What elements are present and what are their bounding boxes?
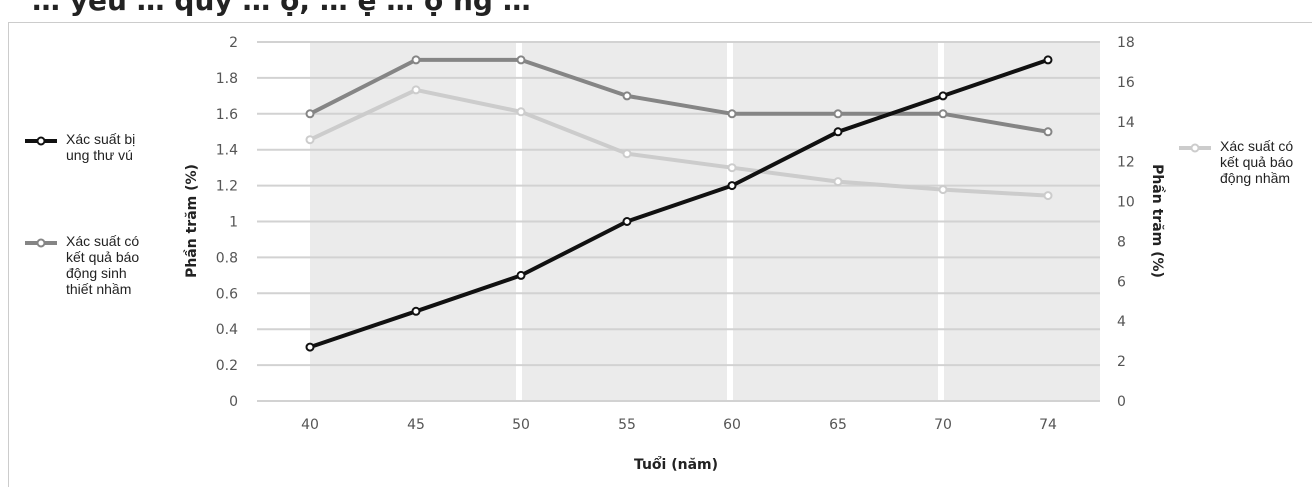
data-point-cancer — [622, 217, 632, 226]
legend-item-biopsy: Xác suất có kết quả báo động sinh thiết … — [24, 233, 146, 297]
y-left-tick-label: 1.8 — [216, 71, 238, 87]
data-point-cancer — [305, 342, 315, 352]
data-point-biopsy — [622, 91, 632, 101]
data-point-false-alarm — [938, 185, 948, 195]
legend-swatch-false-alarm — [1179, 143, 1211, 153]
data-point-cancer — [411, 306, 421, 316]
x-tick-label: 74 — [1039, 417, 1057, 433]
data-point-biopsy — [411, 55, 421, 65]
left-axis-title: Phần trăm (%) — [183, 164, 200, 278]
data-point-false-alarm — [516, 107, 526, 117]
y-right-tick-label: 12 — [1117, 155, 1135, 171]
data-point-cancer — [938, 91, 948, 101]
data-point-biopsy — [305, 109, 315, 119]
legend-item-cancer: Xác suất bị ung thư vú — [24, 131, 146, 163]
data-point-false-alarm — [833, 177, 843, 187]
x-tick-label: 60 — [723, 417, 741, 433]
y-right-tick-label: 4 — [1117, 314, 1126, 330]
data-point-biopsy — [833, 109, 843, 119]
data-point-false-alarm — [727, 163, 737, 173]
y-left-tick-label: 1 — [229, 215, 238, 231]
y-left-tick-label: 0.6 — [216, 286, 238, 302]
series-line-biopsy — [308, 57, 1050, 134]
y-left-tick-label: 1.2 — [216, 179, 238, 195]
y-left-tick-label: 0.8 — [216, 250, 238, 266]
data-point-cancer — [727, 181, 737, 191]
data-point-biopsy — [516, 55, 526, 65]
y-left-tick-label: 2 — [229, 35, 238, 51]
data-point-cancer — [833, 127, 843, 137]
y-right-tick-label: 0 — [1117, 394, 1126, 410]
y-right-tick-label: 10 — [1117, 195, 1135, 211]
legend-item-false-alarm: Xác suất có kết quả báo động nhầm — [1178, 138, 1298, 186]
y-left-tick-label: 1.6 — [216, 107, 238, 123]
series-line-false-alarm — [308, 87, 1050, 198]
data-point-false-alarm — [305, 135, 315, 145]
right-axis-title: Phần trăm (%) — [1149, 164, 1166, 278]
y-right-tick-label: 6 — [1117, 274, 1126, 290]
y-left-tick-label: 0 — [229, 394, 238, 410]
data-point-biopsy — [727, 109, 737, 119]
y-right-tick-label: 8 — [1117, 234, 1126, 250]
legend-swatch-biopsy — [25, 238, 57, 248]
chart-frame — [8, 22, 1312, 487]
x-tick-label: 55 — [618, 417, 636, 433]
y-left-tick-label: 0.4 — [216, 322, 238, 338]
y-left-tick-label: 1.4 — [216, 143, 238, 159]
x-tick-label: 65 — [829, 417, 847, 433]
data-point-biopsy — [938, 109, 948, 119]
series-line-cancer — [308, 57, 1050, 350]
legend-label-biopsy: Xác suất có kết quả báo động sinh thiết … — [66, 233, 140, 297]
legend-label-cancer: Xác suất bị ung thư vú — [66, 131, 136, 163]
data-point-false-alarm — [1043, 191, 1053, 201]
x-axis-title: Tuổi (năm) — [634, 456, 718, 473]
x-tick-label: 40 — [301, 417, 319, 433]
data-point-cancer — [516, 270, 526, 280]
y-right-tick-label: 2 — [1117, 354, 1126, 370]
y-right-tick-label: 14 — [1117, 115, 1135, 131]
x-tick-label: 70 — [934, 417, 952, 433]
legend-swatch-cancer — [25, 136, 57, 146]
x-tick-label: 50 — [512, 417, 530, 433]
legend-label-false-alarm: Xác suất có kết quả báo động nhầm — [1220, 138, 1294, 186]
y-right-tick-label: 18 — [1117, 35, 1135, 51]
y-right-tick-label: 16 — [1117, 75, 1135, 91]
chart-title: … yếu … quy … ọ, … ệ … ộ ng … — [32, 0, 531, 17]
data-point-false-alarm — [622, 149, 632, 159]
chart-title-strip: … yếu … quy … ọ, … ệ … ộ ng … — [0, 0, 1312, 22]
data-point-cancer — [1043, 55, 1053, 65]
x-tick-label: 45 — [407, 417, 425, 433]
y-left-tick-label: 0.2 — [216, 358, 238, 374]
data-point-biopsy — [1043, 127, 1053, 137]
data-point-false-alarm — [411, 85, 421, 95]
